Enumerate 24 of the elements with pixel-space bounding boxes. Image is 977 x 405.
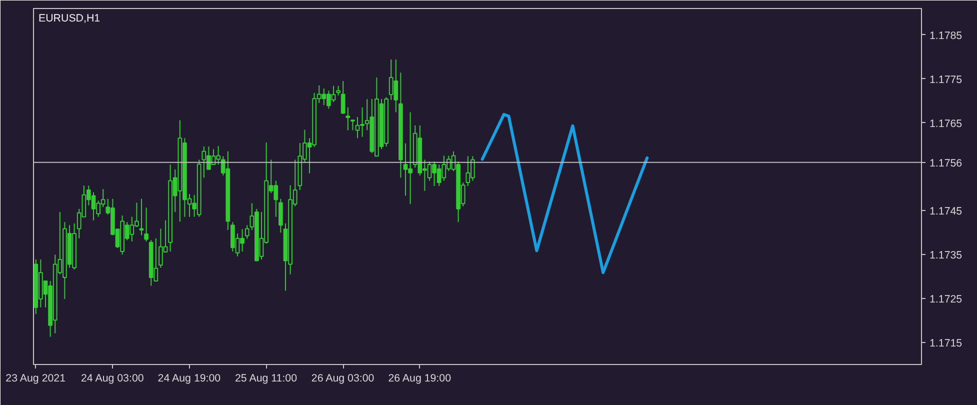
x-tick-label: 26 Aug 19:00 — [388, 372, 452, 384]
x-tick-label: 24 Aug 19:00 — [158, 372, 221, 384]
candlestick — [139, 198, 144, 236]
candlestick — [244, 224, 250, 240]
candlestick — [144, 207, 148, 242]
ref-line-label: 1.1756 — [930, 157, 962, 170]
y-tick-label: 1.1775 — [930, 74, 962, 86]
candlestick — [340, 80, 346, 114]
y-tick-label: 1.1765 — [930, 118, 962, 130]
chart-title: EURUSD,H1 — [38, 12, 100, 24]
candlestick — [350, 119, 355, 131]
y-tick-label: 1.1785 — [930, 30, 962, 42]
line-series — [480, 112, 649, 274]
y-tick-label: 1.1715 — [930, 338, 962, 350]
y-tick-label: 1.1745 — [930, 206, 962, 218]
candlestick — [346, 106, 350, 131]
y-tick-label: 1.1735 — [930, 250, 962, 262]
candlestick — [278, 198, 283, 234]
x-tick-label: 24 Aug 03:00 — [81, 372, 144, 384]
x-tick-label: 23 Aug 2021 — [6, 372, 66, 384]
candlestick — [336, 85, 340, 96]
x-tick-label: 26 Aug 03:00 — [311, 372, 374, 384]
x-tick-label: 25 Aug 11:00 — [234, 372, 298, 384]
y-tick-label: 1.1725 — [930, 294, 962, 306]
